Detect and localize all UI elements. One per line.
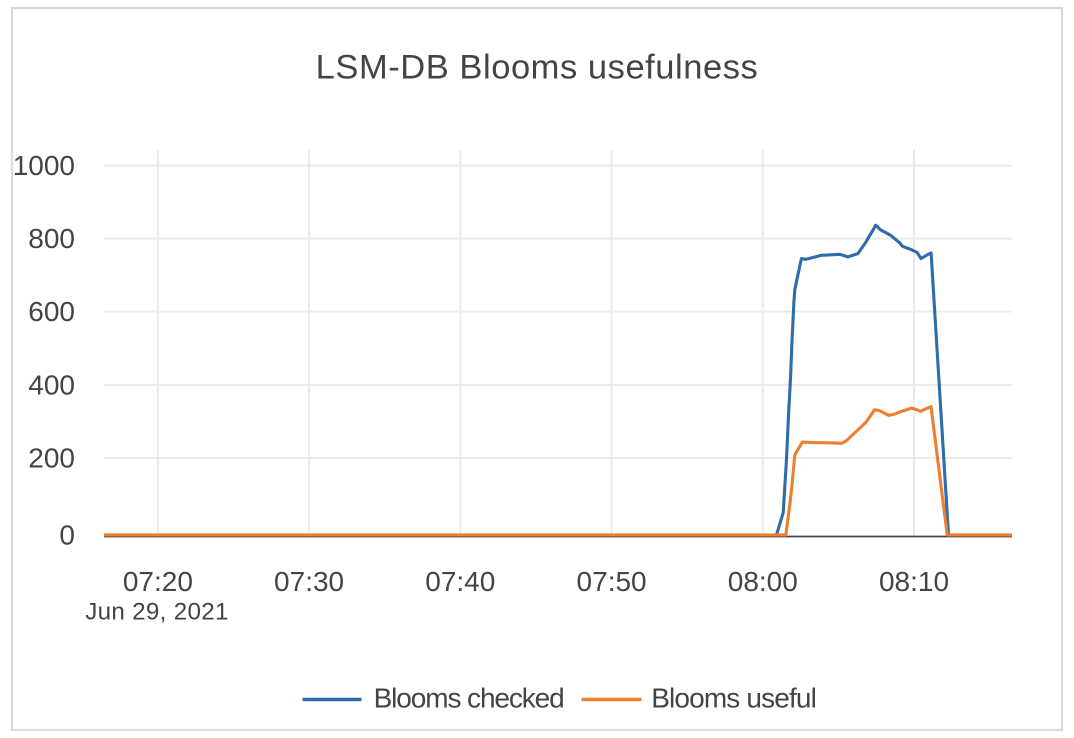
svg-text:07:50: 07:50 — [577, 566, 647, 597]
svg-text:200: 200 — [28, 443, 75, 474]
svg-text:800: 800 — [28, 223, 75, 254]
svg-text:0: 0 — [59, 520, 75, 551]
svg-text:08:10: 08:10 — [879, 566, 949, 597]
svg-text:Jun 29, 2021: Jun 29, 2021 — [85, 599, 228, 626]
svg-text:Blooms useful: Blooms useful — [651, 683, 816, 714]
svg-text:07:40: 07:40 — [425, 566, 495, 597]
svg-text:400: 400 — [28, 370, 75, 401]
svg-text:Blooms checked: Blooms checked — [374, 683, 564, 714]
svg-text:08:00: 08:00 — [728, 566, 798, 597]
svg-text:07:20: 07:20 — [123, 566, 193, 597]
svg-text:600: 600 — [28, 296, 75, 327]
svg-text:07:30: 07:30 — [274, 566, 344, 597]
svg-text:1000: 1000 — [13, 150, 75, 181]
svg-text:LSM-DB Blooms usefulness: LSM-DB Blooms usefulness — [316, 49, 759, 87]
